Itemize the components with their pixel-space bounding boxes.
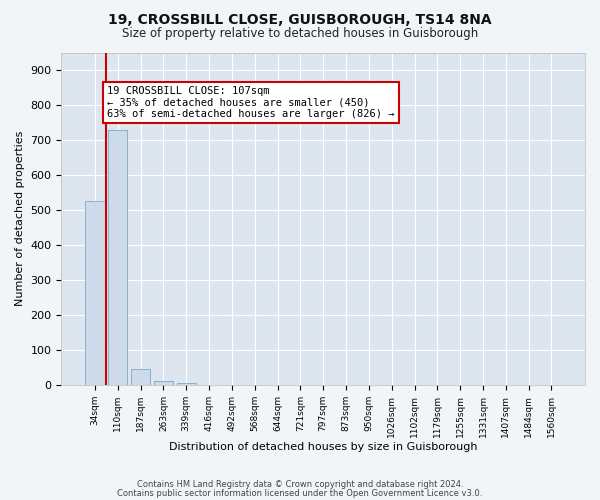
Text: Contains HM Land Registry data © Crown copyright and database right 2024.: Contains HM Land Registry data © Crown c… bbox=[137, 480, 463, 489]
X-axis label: Distribution of detached houses by size in Guisborough: Distribution of detached houses by size … bbox=[169, 442, 478, 452]
Text: Contains public sector information licensed under the Open Government Licence v3: Contains public sector information licen… bbox=[118, 490, 482, 498]
Text: 19, CROSSBILL CLOSE, GUISBOROUGH, TS14 8NA: 19, CROSSBILL CLOSE, GUISBOROUGH, TS14 8… bbox=[108, 12, 492, 26]
Text: Size of property relative to detached houses in Guisborough: Size of property relative to detached ho… bbox=[122, 28, 478, 40]
Bar bbox=[176, 382, 196, 385]
Bar bbox=[108, 130, 127, 385]
Bar bbox=[131, 370, 150, 385]
Bar bbox=[154, 381, 173, 385]
Y-axis label: Number of detached properties: Number of detached properties bbox=[15, 131, 25, 306]
Text: 19 CROSSBILL CLOSE: 107sqm
← 35% of detached houses are smaller (450)
63% of sem: 19 CROSSBILL CLOSE: 107sqm ← 35% of deta… bbox=[107, 86, 395, 119]
Bar bbox=[85, 202, 104, 385]
